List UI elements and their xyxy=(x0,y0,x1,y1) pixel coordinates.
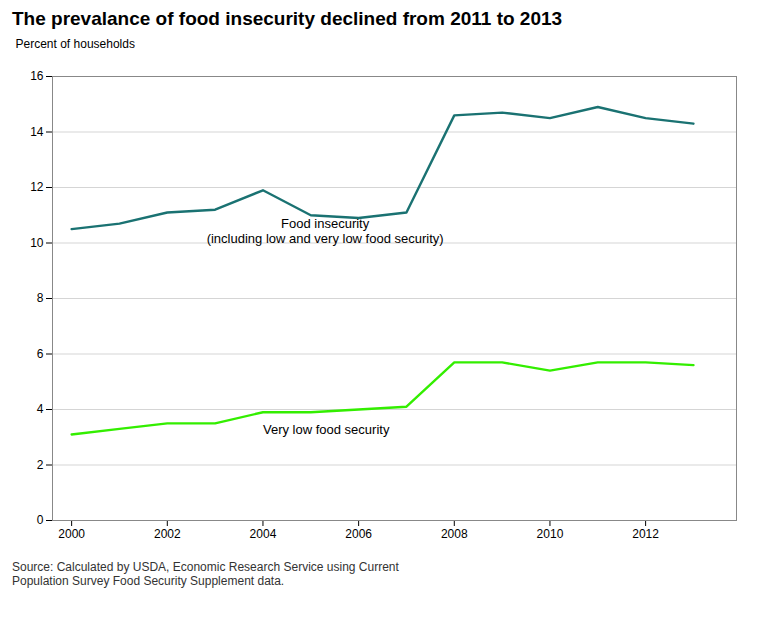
html-text:Source: Calculated by USDA, Ec: Source: Calculated by USDA, Economic Res… xyxy=(12,560,399,588)
svg-text:Percent of households: Percent of households xyxy=(16,37,135,51)
svg-text:0: 0 xyxy=(37,513,44,527)
html-text:The prevalance of food insecur: The prevalance of food insecurity declin… xyxy=(12,8,563,29)
svg-text:12: 12 xyxy=(30,180,44,194)
svg-text:(including low and very low fo: (including low and very low food securit… xyxy=(207,231,444,246)
svg-text:2008: 2008 xyxy=(441,527,468,541)
svg-text:6: 6 xyxy=(37,347,44,361)
svg-text:2: 2 xyxy=(37,458,44,472)
svg-text:Very low food security: Very low food security xyxy=(263,422,390,437)
svg-text:2006: 2006 xyxy=(345,527,372,541)
svg-text:2004: 2004 xyxy=(250,527,277,541)
svg-text:2000: 2000 xyxy=(58,527,85,541)
svg-text:4: 4 xyxy=(37,402,44,416)
svg-text:Food insecurity: Food insecurity xyxy=(281,216,370,231)
svg-text:16: 16 xyxy=(30,69,44,83)
svg-text:8: 8 xyxy=(37,291,44,305)
svg-text:2010: 2010 xyxy=(537,527,564,541)
svg-text:2002: 2002 xyxy=(154,527,181,541)
svg-text:2012: 2012 xyxy=(632,527,659,541)
svg-text:10: 10 xyxy=(30,236,44,250)
svg-text:14: 14 xyxy=(30,125,44,139)
